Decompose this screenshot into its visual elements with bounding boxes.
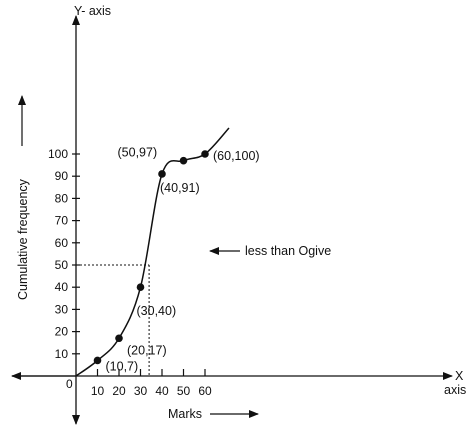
data-point-label: (10,7) bbox=[106, 359, 139, 373]
x-tick-label: 20 bbox=[112, 384, 126, 398]
y-tick-label: 40 bbox=[55, 280, 69, 294]
y-tick-label: 20 bbox=[55, 325, 69, 339]
data-point-label: (30,40) bbox=[137, 304, 177, 318]
data-point-label: (50,97) bbox=[118, 146, 158, 160]
x-axis-title-x: X bbox=[455, 369, 464, 383]
data-point-label: (40,91) bbox=[160, 181, 200, 195]
x-tick-label: 30 bbox=[134, 384, 148, 398]
ogive-curve bbox=[75, 127, 230, 377]
data-point bbox=[115, 334, 123, 343]
y-tick-label: 90 bbox=[55, 169, 69, 183]
data-point-label: (60,100) bbox=[213, 149, 260, 163]
y-axis-title-top: Y- axis bbox=[74, 4, 111, 18]
y-tick-label: 60 bbox=[55, 236, 69, 250]
y-tick-label: 70 bbox=[55, 214, 69, 228]
data-point bbox=[93, 356, 102, 365]
data-point-label: (20,17) bbox=[127, 343, 167, 357]
y-tick-label: 50 bbox=[55, 258, 69, 272]
x-axis-title-axis: axis bbox=[444, 383, 466, 397]
data-point bbox=[201, 150, 209, 158]
ogive-label: less than Ogive bbox=[245, 244, 331, 258]
x-axis-title-bottom: Marks bbox=[168, 407, 202, 421]
x-tick-label: 40 bbox=[155, 384, 169, 398]
y-tick-label: 10 bbox=[55, 347, 69, 361]
origin-label: 0 bbox=[66, 377, 73, 391]
x-tick-label: 60 bbox=[198, 384, 212, 398]
y-tick-label: 80 bbox=[55, 191, 69, 205]
y-axis-title-side: Cumulative frequency bbox=[16, 178, 30, 300]
x-tick-label: 50 bbox=[177, 384, 191, 398]
x-tick-label: 10 bbox=[91, 384, 105, 398]
y-tick-label: 100 bbox=[48, 147, 68, 161]
data-point bbox=[136, 283, 145, 292]
data-point bbox=[158, 170, 166, 178]
y-tick-label: 30 bbox=[55, 302, 69, 316]
data-point bbox=[179, 156, 188, 165]
